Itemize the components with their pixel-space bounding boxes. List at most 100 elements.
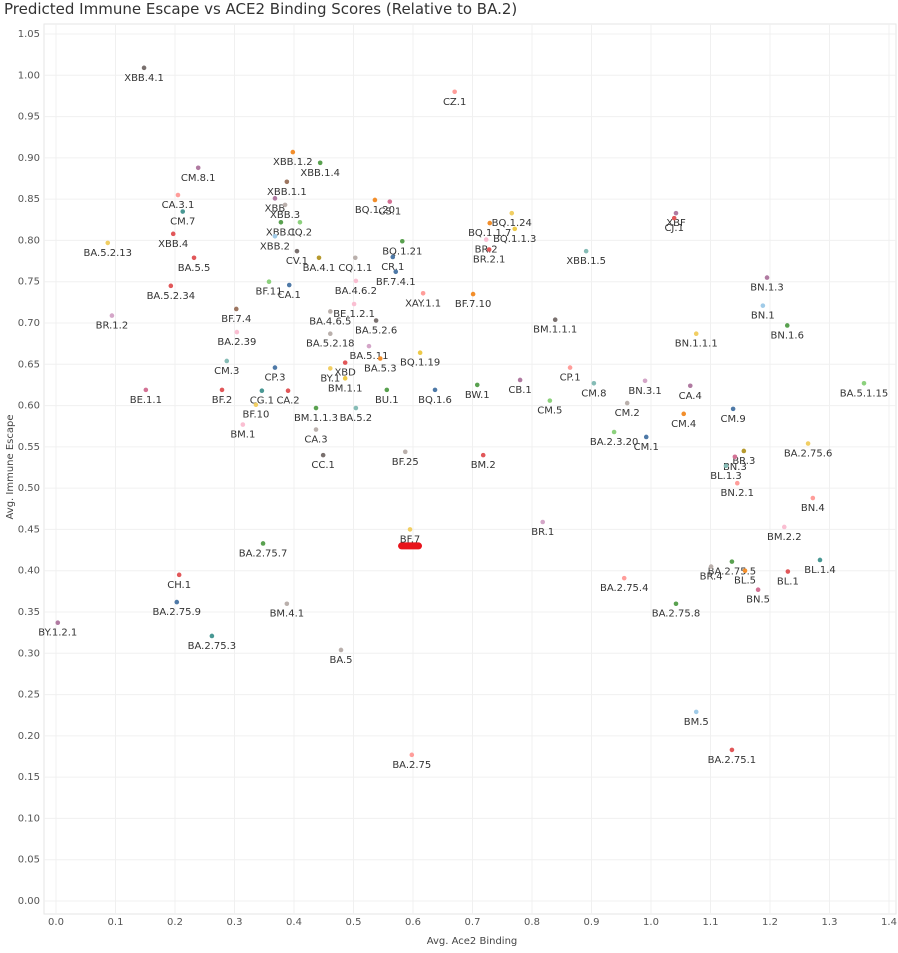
point-label: CM.3 xyxy=(214,366,239,377)
point xyxy=(286,282,292,288)
point-label: BQ.1.1.7 xyxy=(468,228,511,239)
point xyxy=(297,219,303,225)
point xyxy=(313,427,319,432)
point-label: CM.9 xyxy=(721,414,746,425)
point xyxy=(552,317,558,322)
point xyxy=(285,388,291,394)
point xyxy=(487,220,493,226)
point xyxy=(272,365,278,370)
point-label: CQ.2 xyxy=(288,227,312,238)
point-label: XBF xyxy=(666,218,686,229)
point xyxy=(784,323,790,328)
point-label: CM.1 xyxy=(634,442,659,453)
point-label: BL.1.4 xyxy=(804,565,836,576)
point-label: CA.3 xyxy=(304,435,327,446)
point-label: CV.1 xyxy=(286,256,308,267)
point xyxy=(643,434,649,440)
point-label: BA.5.2.13 xyxy=(84,248,133,259)
point xyxy=(327,366,333,371)
point-label: CJ.1 xyxy=(664,223,683,234)
point xyxy=(266,279,272,285)
point-label: BA.5.5 xyxy=(178,263,211,274)
point-label: BQ.1.24 xyxy=(492,218,532,229)
y-tick-label: 0.70 xyxy=(18,318,40,329)
point-label: XBB xyxy=(265,203,286,214)
point xyxy=(109,313,115,318)
point xyxy=(509,210,515,216)
point-label: BN.2.1 xyxy=(721,488,754,499)
point-label: XBB.2 xyxy=(260,241,290,252)
point-label: BA.5.2 xyxy=(340,413,373,424)
point xyxy=(272,234,278,239)
point-label: XBD xyxy=(334,368,356,379)
y-tick-label: 1.05 xyxy=(18,29,40,40)
point xyxy=(366,343,372,349)
point xyxy=(417,350,423,356)
point-label: BQ.1.19 xyxy=(400,358,440,369)
point xyxy=(224,358,230,364)
point xyxy=(755,587,761,593)
point-label: CM.4 xyxy=(671,419,696,430)
point xyxy=(547,398,553,403)
y-tick-label: 0.20 xyxy=(18,731,40,742)
point-label: BM.1.1.1 xyxy=(533,325,577,336)
point xyxy=(372,197,378,203)
point xyxy=(805,441,811,446)
point-label: BA.2.75.7 xyxy=(239,548,288,559)
point xyxy=(399,238,405,244)
point xyxy=(781,524,787,530)
point xyxy=(673,210,679,216)
point xyxy=(342,360,348,365)
point xyxy=(861,380,867,386)
point-label: BA.2.75.5 xyxy=(708,567,757,578)
y-tick-label: 0.10 xyxy=(18,813,40,824)
point xyxy=(105,240,111,246)
point xyxy=(671,215,677,221)
point xyxy=(141,65,147,71)
y-tick-label: 0.00 xyxy=(18,896,40,907)
point-label: BM.2.2 xyxy=(767,532,802,543)
point-label: BA.5.3 xyxy=(364,364,397,375)
point xyxy=(402,449,408,455)
point-label: BA.4.6.5 xyxy=(309,316,351,327)
x-tick-label: 0.3 xyxy=(227,917,243,928)
point-label: CM.7 xyxy=(170,217,195,228)
point-label: CR.1 xyxy=(381,262,404,273)
point xyxy=(611,429,617,435)
point-label: BN.1.6 xyxy=(771,330,804,341)
point-label: BM.1.1.3 xyxy=(294,413,338,424)
point-label: BA.2.75.4 xyxy=(600,583,649,594)
point xyxy=(253,402,259,408)
chart-title: Predicted Immune Escape vs ACE2 Binding … xyxy=(4,0,517,18)
point xyxy=(393,269,399,275)
y-tick-label: 0.50 xyxy=(18,483,40,494)
point-label: CM.8 xyxy=(581,388,606,399)
x-tick-label: 0.0 xyxy=(48,917,64,928)
point-label: BA.2.39 xyxy=(217,337,256,348)
point-label: BQ.1.6 xyxy=(418,395,452,406)
point xyxy=(621,575,627,581)
point xyxy=(729,559,735,564)
point xyxy=(734,480,740,486)
point-label: BA.5.11 xyxy=(349,351,388,362)
point-label: BM.5 xyxy=(684,717,709,728)
point-label: BA.5.2.34 xyxy=(147,291,196,302)
point-label: BE.1.1 xyxy=(130,395,162,406)
point-label: CA.2 xyxy=(276,396,299,407)
point-label: XBB.1.5 xyxy=(566,256,606,267)
point-label: BR.3 xyxy=(732,456,755,467)
point xyxy=(817,557,823,563)
plot-area xyxy=(43,23,897,915)
x-tick-label: 0.4 xyxy=(286,917,302,928)
x-tick-label: 1.3 xyxy=(822,917,838,928)
point-label: BA.2.75.6 xyxy=(784,449,833,460)
point-label: BF.2 xyxy=(212,395,233,406)
x-tick-label: 0.6 xyxy=(405,917,421,928)
point xyxy=(290,149,296,155)
point xyxy=(407,527,413,532)
point xyxy=(583,248,589,254)
point xyxy=(730,406,736,412)
x-tick-label: 0.5 xyxy=(346,917,362,928)
point xyxy=(272,196,278,201)
point xyxy=(209,633,215,639)
